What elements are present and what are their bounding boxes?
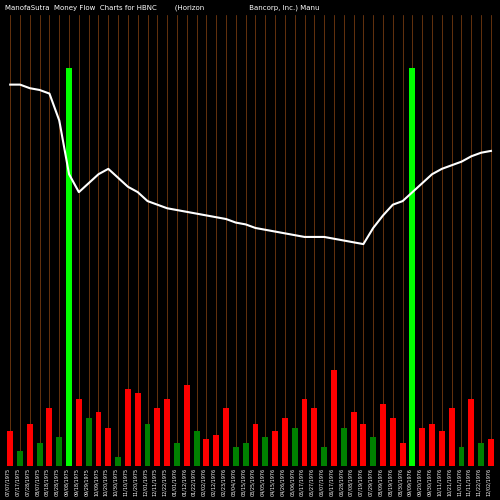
Bar xyxy=(174,443,180,466)
Bar xyxy=(194,432,200,466)
Bar xyxy=(252,424,258,467)
Bar xyxy=(242,443,248,466)
Bar xyxy=(360,424,366,467)
Bar xyxy=(106,428,111,467)
Bar xyxy=(331,370,337,466)
Bar xyxy=(96,412,102,467)
Bar xyxy=(214,436,219,466)
Bar xyxy=(312,408,318,467)
Bar xyxy=(370,438,376,466)
Bar xyxy=(448,408,454,467)
Bar xyxy=(302,398,308,466)
Bar xyxy=(478,443,484,466)
Bar xyxy=(272,432,278,466)
Bar xyxy=(164,398,170,466)
Bar xyxy=(184,385,190,466)
Bar xyxy=(468,398,474,466)
Text: ManofaSutra  Money Flow  Charts for HBNC        (Horizon                    Banc: ManofaSutra Money Flow Charts for HBNC (… xyxy=(6,4,320,10)
Bar xyxy=(262,438,268,466)
Bar xyxy=(17,451,23,466)
Bar xyxy=(8,432,13,466)
Bar xyxy=(86,418,91,467)
Bar xyxy=(36,443,43,466)
Bar xyxy=(46,408,52,467)
Bar xyxy=(135,393,140,466)
Bar xyxy=(321,447,327,466)
Bar xyxy=(154,408,160,467)
Bar xyxy=(56,438,62,466)
Bar xyxy=(420,428,425,467)
Bar xyxy=(410,68,416,466)
Bar xyxy=(223,408,229,467)
Bar xyxy=(439,432,445,466)
Bar xyxy=(350,412,356,467)
Bar xyxy=(390,418,396,467)
Bar xyxy=(76,398,82,466)
Bar xyxy=(233,447,239,466)
Bar xyxy=(27,424,33,467)
Bar xyxy=(458,447,464,466)
Bar xyxy=(115,456,121,466)
Bar xyxy=(66,68,72,466)
Bar xyxy=(380,404,386,466)
Bar xyxy=(204,439,210,466)
Bar xyxy=(144,424,150,467)
Bar xyxy=(400,443,406,466)
Bar xyxy=(292,428,298,467)
Bar xyxy=(488,439,494,466)
Bar xyxy=(125,389,131,466)
Bar xyxy=(429,424,435,467)
Bar xyxy=(341,428,346,467)
Bar xyxy=(282,418,288,467)
